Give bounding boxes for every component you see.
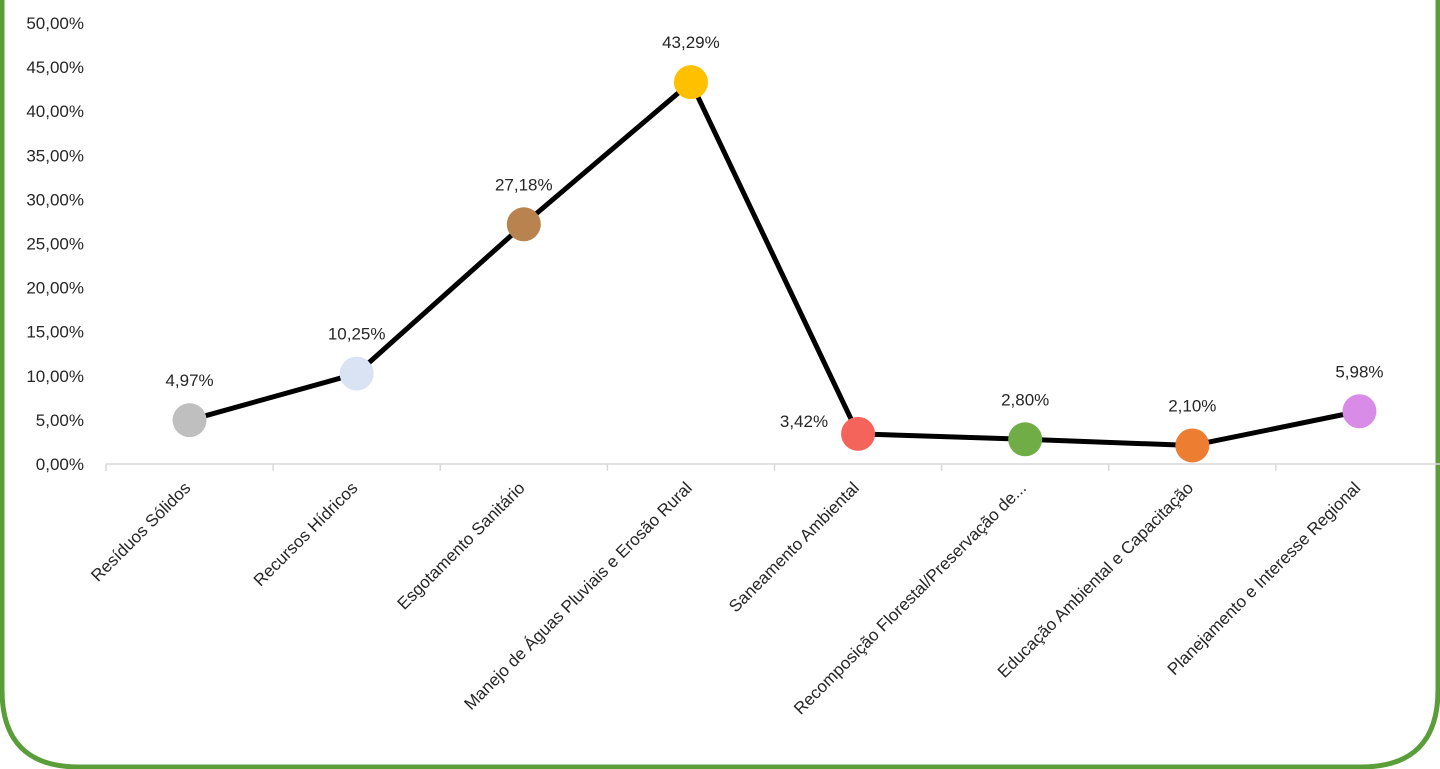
- data-label: 27,18%: [495, 175, 553, 194]
- x-tick-label: Saneamento Ambiental: [725, 478, 863, 616]
- y-tick-label: 20,00%: [26, 279, 84, 298]
- x-tick-label: Esgotamento Sanitário: [394, 478, 529, 613]
- data-point: [506, 207, 541, 242]
- series-line: [188, 79, 1360, 448]
- y-tick-label: 0,00%: [36, 455, 84, 474]
- x-axis: Resíduos Sólidos Recursos Hídricos Esgotam…: [87, 463, 1440, 718]
- data-points: [172, 65, 1377, 463]
- y-axis: 0,00% 5,00% 10,00% 15,00% 20,00% 25,00% 30,00%…: [26, 14, 84, 474]
- data-point: [1175, 428, 1210, 463]
- series-line-path: [188, 79, 1360, 448]
- data-label: 2,80%: [1001, 390, 1049, 409]
- x-tick-label: Resíduos Sólidos: [87, 478, 194, 585]
- data-label: 10,25%: [328, 325, 386, 344]
- data-label: 2,10%: [1168, 396, 1216, 415]
- y-tick-label: 45,00%: [26, 58, 84, 77]
- data-label: 5,98%: [1335, 362, 1383, 381]
- y-tick-label: 5,00%: [36, 411, 84, 430]
- y-tick-label: 40,00%: [26, 102, 84, 121]
- x-tick-label: Recursos Hídricos: [250, 478, 362, 590]
- y-tick-label: 35,00%: [26, 146, 84, 165]
- y-tick-label: 25,00%: [26, 235, 84, 254]
- x-tick-label: Planejamento e Interesse Regional: [1164, 478, 1365, 679]
- y-tick-label: 15,00%: [26, 323, 84, 342]
- data-point: [1342, 394, 1377, 429]
- data-label: 4,97%: [165, 371, 213, 390]
- data-point: [673, 65, 708, 100]
- data-label: 43,29%: [662, 33, 720, 52]
- data-point: [172, 403, 207, 438]
- data-point: [841, 416, 876, 451]
- data-point: [339, 356, 374, 391]
- data-labels: 4,97% 10,25% 27,18% 43,29% 3,42% 2,80% 2,10% 5,…: [165, 33, 1383, 431]
- data-label: 3,42%: [780, 412, 828, 431]
- x-tick-label: Educação Ambiental e Capacitação: [994, 478, 1197, 681]
- y-tick-label: 30,00%: [26, 190, 84, 209]
- data-point: [1008, 422, 1043, 457]
- y-tick-label: 50,00%: [26, 14, 84, 33]
- y-tick-label: 10,00%: [26, 367, 84, 386]
